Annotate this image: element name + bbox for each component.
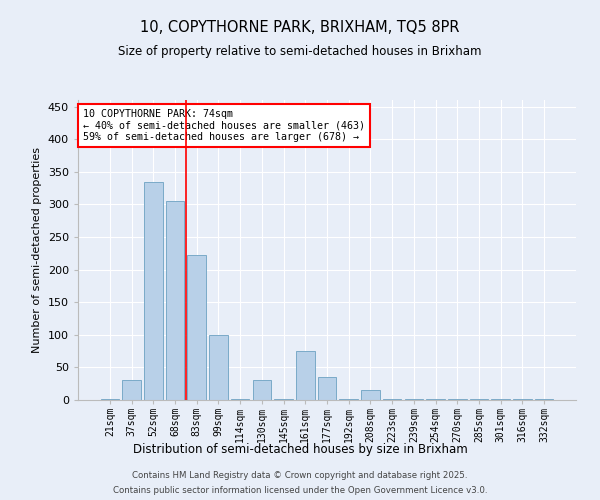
Bar [513,398,532,400]
Y-axis label: Number of semi-detached properties: Number of semi-detached properties [32,147,42,353]
Bar [253,380,271,400]
Bar [318,377,336,400]
Text: Contains HM Land Registry data © Crown copyright and database right 2025.: Contains HM Land Registry data © Crown c… [132,471,468,480]
Bar [231,398,250,400]
Bar [383,398,401,400]
Bar [274,398,293,400]
Bar [101,398,119,400]
Bar [427,398,445,400]
Text: Contains public sector information licensed under the Open Government Licence v3: Contains public sector information licen… [113,486,487,495]
Bar [491,398,510,400]
Bar [535,398,553,400]
Bar [361,390,380,400]
Text: 10, COPYTHORNE PARK, BRIXHAM, TQ5 8PR: 10, COPYTHORNE PARK, BRIXHAM, TQ5 8PR [140,20,460,35]
Bar [448,398,467,400]
Bar [404,398,423,400]
Text: 10 COPYTHORNE PARK: 74sqm
← 40% of semi-detached houses are smaller (463)
59% of: 10 COPYTHORNE PARK: 74sqm ← 40% of semi-… [83,109,365,142]
Bar [144,182,163,400]
Bar [470,398,488,400]
Bar [209,335,227,400]
Bar [187,255,206,400]
Bar [122,380,141,400]
Text: Distribution of semi-detached houses by size in Brixham: Distribution of semi-detached houses by … [133,442,467,456]
Bar [166,201,184,400]
Bar [296,351,314,400]
Bar [340,398,358,400]
Text: Size of property relative to semi-detached houses in Brixham: Size of property relative to semi-detach… [118,45,482,58]
